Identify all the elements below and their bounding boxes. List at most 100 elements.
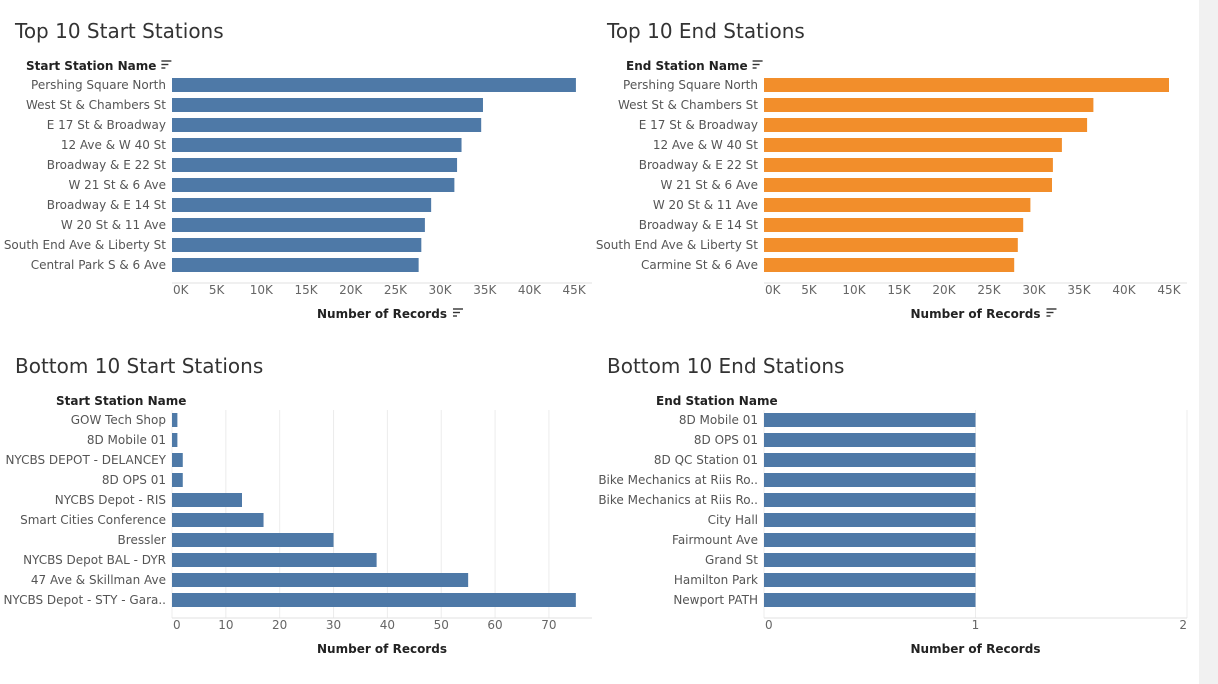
category-label: W 20 St & 11 Ave <box>61 218 166 232</box>
x-tick-label: 10 <box>218 618 233 632</box>
category-label: W 21 St & 6 Ave <box>660 178 758 192</box>
x-tick-label: 20K <box>339 283 363 297</box>
category-label: Broadway & E 22 St <box>47 158 167 172</box>
category-label: 8D OPS 01 <box>694 433 758 447</box>
x-tick-label: 30 <box>326 618 341 632</box>
category-label: West St & Chambers St <box>618 98 758 112</box>
category-label: W 20 St & 11 Ave <box>653 198 758 212</box>
bar[interactable] <box>172 433 178 447</box>
x-tick-label: 15K <box>294 283 318 297</box>
bar[interactable] <box>764 493 976 507</box>
bar[interactable] <box>764 413 976 427</box>
x-tick-label: 45K <box>563 283 587 297</box>
bar[interactable] <box>764 453 976 467</box>
bar[interactable] <box>764 178 1052 192</box>
bar[interactable] <box>764 98 1094 112</box>
category-label: Hamilton Park <box>674 573 758 587</box>
bar[interactable] <box>172 533 334 547</box>
bar[interactable] <box>764 238 1018 252</box>
bar[interactable] <box>172 238 422 252</box>
category-label: W 21 St & 6 Ave <box>68 178 166 192</box>
chart-panel-4: Bottom 10 End Stations End Station Name 8D… <box>598 354 1188 656</box>
chart-title: Top 10 Start Stations <box>14 19 224 43</box>
chart-title: Bottom 10 Start Stations <box>15 354 263 378</box>
x-tick-label: 30K <box>1022 283 1046 297</box>
chart-panel-3: Bottom 10 Start Stations Start Station Na… <box>3 354 592 656</box>
category-label: GOW Tech Shop <box>71 413 166 427</box>
sort-icon[interactable] <box>452 308 463 317</box>
bar[interactable] <box>172 453 183 467</box>
bar[interactable] <box>764 158 1053 172</box>
bar[interactable] <box>172 98 483 112</box>
bar[interactable] <box>172 138 462 152</box>
x-tick-label: 0 <box>173 618 181 632</box>
bar[interactable] <box>172 553 377 567</box>
bar[interactable] <box>764 138 1062 152</box>
bar[interactable] <box>172 473 183 487</box>
bar[interactable] <box>172 178 455 192</box>
sort-icon[interactable] <box>1046 308 1057 317</box>
bar[interactable] <box>764 513 976 527</box>
x-tick-label: 40K <box>1112 283 1136 297</box>
row-header: End Station Name <box>656 394 778 408</box>
sort-icon[interactable] <box>752 60 763 69</box>
bar[interactable] <box>172 593 576 607</box>
category-label: Carmine St & 6 Ave <box>641 258 758 272</box>
bar[interactable] <box>172 413 178 427</box>
category-label: NYCBS Depot - RIS <box>55 493 166 507</box>
x-tick-label: 35K <box>1067 283 1091 297</box>
category-label: 12 Ave & W 40 St <box>61 138 166 152</box>
row-header: End Station Name <box>626 59 748 73</box>
bar[interactable] <box>764 593 976 607</box>
category-label: Central Park S & 6 Ave <box>31 258 166 272</box>
x-tick-label: 25K <box>977 283 1001 297</box>
category-label: NYCBS DEPOT - DELANCEY <box>5 453 166 467</box>
vertical-scrollbar-track[interactable] <box>1199 0 1218 684</box>
x-tick-label: 20 <box>272 618 287 632</box>
bar[interactable] <box>764 433 976 447</box>
x-tick-label: 60 <box>487 618 502 632</box>
bar[interactable] <box>764 553 976 567</box>
category-label: Newport PATH <box>673 593 758 607</box>
x-tick-label: 40 <box>380 618 395 632</box>
bar[interactable] <box>172 158 458 172</box>
category-label: Grand St <box>705 553 758 567</box>
x-tick-label: 0K <box>173 283 190 297</box>
category-label: Pershing Square North <box>623 78 758 92</box>
bar[interactable] <box>172 493 242 507</box>
bar[interactable] <box>172 573 469 587</box>
category-label: Bike Mechanics at Riis Ro.. <box>598 473 758 487</box>
bar[interactable] <box>172 78 576 92</box>
category-label: Broadway & E 14 St <box>47 198 167 212</box>
sort-icon[interactable] <box>161 60 172 69</box>
bar[interactable] <box>172 513 264 527</box>
category-label: South End Ave & Liberty St <box>596 238 758 252</box>
x-tick-label: 40K <box>518 283 542 297</box>
category-label: Pershing Square North <box>31 78 166 92</box>
x-tick-label: 35K <box>473 283 497 297</box>
chart-title: Top 10 End Stations <box>606 19 805 43</box>
bar[interactable] <box>172 118 482 132</box>
category-label: NYCBS Depot - STY - Gara.. <box>3 593 166 607</box>
bar[interactable] <box>172 198 432 212</box>
chart-panel-1: Top 10 Start Stations Start Station Name P… <box>4 19 592 321</box>
bar[interactable] <box>764 218 1024 232</box>
bar[interactable] <box>764 533 976 547</box>
category-label: Fairmount Ave <box>672 533 758 547</box>
category-label: City Hall <box>708 513 758 527</box>
bar[interactable] <box>764 473 976 487</box>
bar[interactable] <box>764 258 1015 272</box>
bar[interactable] <box>764 198 1031 212</box>
bar[interactable] <box>764 118 1088 132</box>
bar[interactable] <box>172 258 419 272</box>
x-tick-label: 10K <box>842 283 866 297</box>
category-label: Broadway & E 14 St <box>639 218 759 232</box>
bar[interactable] <box>764 78 1169 92</box>
category-label: 8D QC Station 01 <box>654 453 758 467</box>
x-tick-label: 0 <box>765 618 773 632</box>
bar[interactable] <box>764 573 976 587</box>
category-label: Bike Mechanics at Riis Ro.. <box>598 493 758 507</box>
x-axis-title: Number of Records <box>317 642 447 656</box>
bar[interactable] <box>172 218 425 232</box>
